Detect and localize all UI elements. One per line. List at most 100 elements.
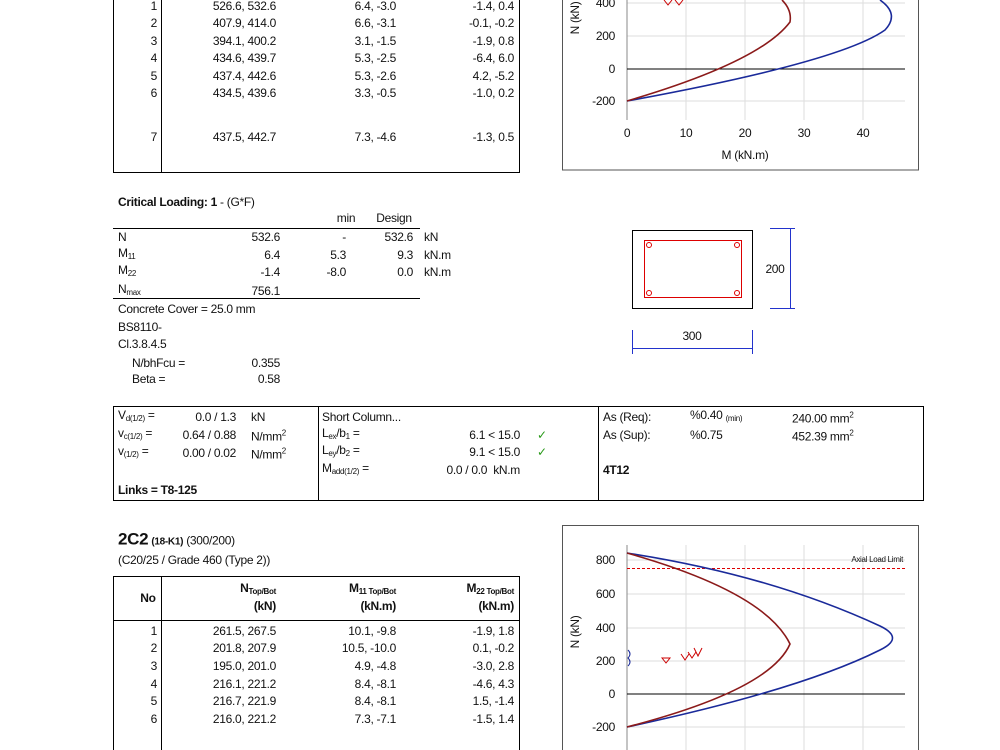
cell: 195.0, 201.0	[212, 659, 276, 673]
cell: 7.3, -4.6	[354, 130, 397, 144]
cell: -1.5, 1.4	[472, 712, 515, 726]
title: 2C2	[118, 529, 149, 549]
text: N	[118, 282, 127, 296]
ref: (18-K1)	[151, 536, 184, 548]
checks-frame	[113, 406, 924, 501]
row-label: Nmax	[118, 282, 141, 300]
slender-label: Ley/b2 =	[322, 443, 360, 461]
y-tick-label: 600	[595, 587, 615, 601]
shear-label: v(1/2) =	[118, 444, 149, 462]
cell: 437.5, 442.7	[212, 130, 276, 144]
text: =	[349, 443, 360, 457]
x-tick-label: 0	[623, 126, 631, 140]
header: (kN.m)	[478, 599, 514, 613]
sup: 2	[849, 428, 854, 438]
case: - (G*F)	[220, 195, 255, 209]
sub: ex	[328, 432, 337, 441]
cell: -1.3, 0.5	[472, 130, 515, 144]
text: %0.75	[690, 428, 723, 442]
cell: 1.5, -1.4	[472, 694, 515, 708]
text: N/mm	[251, 429, 282, 444]
sub: (1/2)	[123, 450, 139, 459]
cell: -0.1, -0.2	[468, 16, 514, 30]
cell: 201.8, 207.9	[212, 641, 276, 655]
text: %0.40	[690, 408, 726, 422]
sub: 2	[345, 449, 350, 458]
text: M	[466, 581, 477, 595]
note: BS8110-	[118, 320, 162, 334]
cell: 526.6, 532.6	[212, 0, 276, 13]
min: -	[342, 230, 346, 244]
header: min	[336, 211, 356, 225]
header: M11 Top/Bot	[349, 581, 396, 599]
column-title: Short Column...	[322, 410, 401, 424]
cell: 6	[150, 712, 158, 726]
cell: -1.9, 0.8	[472, 34, 515, 48]
sup: 2	[281, 428, 286, 438]
y-axis-label: N (kN)	[568, 1, 582, 35]
row-label: N	[118, 230, 127, 244]
row-label: M11	[118, 246, 136, 264]
cell: 216.7, 221.9	[212, 694, 276, 708]
text: L	[322, 443, 329, 457]
steel-pct: %0.75	[690, 428, 723, 442]
cell: 216.1, 221.2	[212, 677, 276, 691]
sub: c(1/2)	[123, 432, 143, 441]
top-table-frame	[113, 0, 520, 173]
cell: -1.4, 0.4	[472, 0, 515, 13]
text: 240.00 mm	[792, 411, 850, 426]
text: M	[322, 461, 332, 475]
critical-title: Critical Loading: 1 - (G*F)	[118, 195, 255, 209]
header: Design	[376, 211, 412, 225]
cell: 8.4, -8.1	[354, 694, 397, 708]
cell: 10.1, -9.8	[348, 624, 396, 638]
header: M22 Top/Bot	[466, 581, 515, 599]
text: kN	[251, 410, 266, 424]
cell: 437.4, 442.6	[212, 69, 276, 83]
text: V	[118, 408, 126, 422]
y-tick-label: 200	[595, 29, 615, 43]
design: 9.3	[397, 248, 413, 262]
text: =	[144, 408, 155, 422]
cell: 4.2, -5.2	[472, 69, 515, 83]
cell: 1	[150, 624, 158, 638]
value: 6.4	[264, 248, 280, 262]
sub: 11	[127, 252, 136, 261]
shear-unit: kN	[251, 410, 265, 424]
text: N	[118, 230, 127, 244]
cell: 4.9, -4.8	[354, 659, 397, 673]
param-value: 0.58	[257, 372, 280, 386]
text: v	[118, 426, 124, 440]
bottom-chart	[562, 525, 919, 750]
cell: 6.6, -3.1	[354, 16, 397, 30]
cell: 0.1, -0.2	[472, 641, 515, 655]
param-label: N/bhFcu =	[132, 356, 185, 370]
sub: 22 Top/Bot	[476, 587, 514, 596]
cell: 434.5, 439.6	[212, 86, 276, 100]
header: NTop/Bot	[240, 581, 276, 599]
cell: -4.6, 4.3	[472, 677, 515, 691]
slender-label: Madd(1/2) =	[322, 461, 369, 479]
y-tick-label: -200	[592, 94, 615, 108]
text: /b	[336, 443, 346, 457]
cell: 6	[150, 86, 158, 100]
slender-value: 6.1 < 15.0	[469, 428, 520, 442]
y-tick-label: -200	[592, 720, 615, 734]
cell: 10.5, -10.0	[341, 641, 396, 655]
note: Cl.3.8.4.5	[118, 337, 167, 351]
cell: 3.1, -1.5	[354, 34, 397, 48]
header: (kN.m)	[360, 599, 396, 613]
subtitle: (C20/25 / Grade 460 (Type 2))	[118, 553, 271, 567]
slender-label: Lex/b1 =	[322, 426, 360, 444]
top-chart	[562, 0, 919, 171]
steel-label: As (Sup):	[603, 428, 651, 442]
shear-unit: N/mm2	[251, 445, 286, 462]
cell: -3.0, 2.8	[472, 659, 515, 673]
title: Critical Loading: 1	[118, 195, 217, 209]
unit: kN.m	[424, 265, 451, 279]
x-tick-label: 10	[679, 126, 693, 140]
design: 532.6	[384, 230, 413, 244]
min: 5.3	[330, 248, 346, 262]
unit: kN.m	[424, 248, 451, 262]
